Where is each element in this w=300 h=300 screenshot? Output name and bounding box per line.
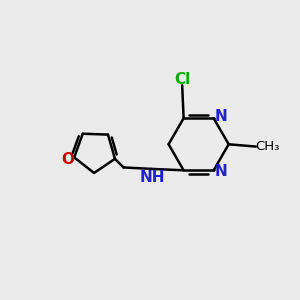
Text: N: N <box>214 109 227 124</box>
Text: O: O <box>61 152 74 167</box>
Text: CH₃: CH₃ <box>256 140 280 153</box>
Text: NH: NH <box>140 170 165 185</box>
Text: N: N <box>214 164 227 179</box>
Text: Cl: Cl <box>175 72 191 87</box>
